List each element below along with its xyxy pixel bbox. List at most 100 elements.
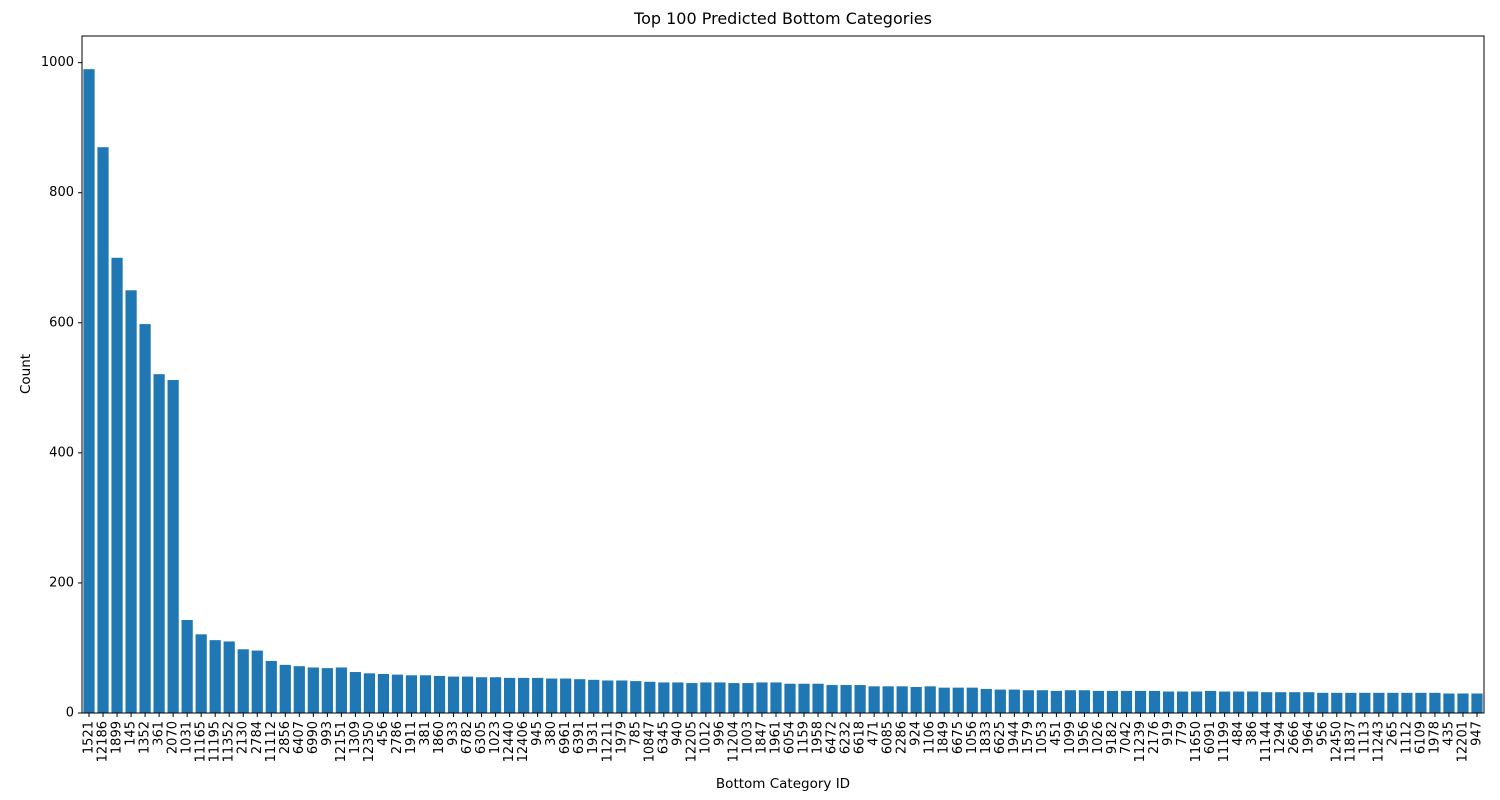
x-tick-label: 435 <box>1441 721 1456 746</box>
bar <box>1289 692 1301 713</box>
bar <box>1261 692 1273 713</box>
bar <box>798 683 810 713</box>
x-tick-label: 779 <box>1175 721 1190 746</box>
x-tick-label: 6625 <box>993 721 1008 754</box>
x-tick-label: 956 <box>1315 721 1330 746</box>
bar <box>826 685 838 713</box>
ticks-layer: 1521 12186 1899 145 1352 361 2070 1031 11165 1119… <box>41 55 1485 762</box>
x-tick-label: 1978 <box>1427 721 1442 754</box>
x-tick-label: 1579 <box>1021 721 1036 754</box>
bar <box>1064 690 1077 713</box>
x-tick-label: 6085 <box>881 721 896 754</box>
bar <box>1219 691 1231 713</box>
x-tick-label: 919 <box>1161 721 1176 746</box>
y-tick-label: 600 <box>49 315 74 330</box>
bar <box>854 685 866 713</box>
x-tick-label: 1521 <box>82 721 97 754</box>
bar <box>700 682 712 713</box>
bar <box>447 676 460 713</box>
bar <box>560 678 572 713</box>
bar <box>1205 690 1217 713</box>
x-tick-label: 1911 <box>404 721 419 754</box>
x-tick-label: 1309 <box>348 721 363 754</box>
x-tick-label: 12440 <box>502 721 517 762</box>
bar <box>1415 692 1427 713</box>
bar <box>1429 692 1441 713</box>
x-tick-label: 11144 <box>1259 721 1274 762</box>
x-tick-label: 1023 <box>488 721 503 754</box>
x-tick-label: 6961 <box>558 721 573 754</box>
x-tick-label: 456 <box>376 721 391 746</box>
bar <box>1401 692 1413 713</box>
x-tick-label: 1833 <box>979 721 994 754</box>
bar <box>139 324 151 713</box>
bar <box>1036 690 1048 713</box>
x-tick-label: 12406 <box>516 721 531 762</box>
bar <box>644 681 656 713</box>
bar <box>97 147 109 713</box>
x-tick-label: 2786 <box>390 721 405 754</box>
x-tick-label: 381 <box>418 721 433 746</box>
x-tick-label: 12151 <box>334 721 349 762</box>
x-tick-label: 1031 <box>180 721 195 754</box>
bar <box>349 672 361 713</box>
bar <box>1443 693 1455 713</box>
x-tick-label: 11352 <box>222 721 237 762</box>
x-tick-label: 6782 <box>460 721 475 754</box>
bar <box>475 677 488 713</box>
y-tick-label: 800 <box>49 185 74 200</box>
y-axis-label: Count <box>18 354 34 394</box>
bar <box>1078 690 1091 713</box>
bar <box>616 680 628 713</box>
x-tick-label: 1849 <box>937 721 952 754</box>
x-tick-label: 1113 <box>1357 721 1372 754</box>
bar <box>574 679 586 713</box>
bar <box>532 677 544 713</box>
x-tick-label: 1352 <box>138 721 153 754</box>
bar <box>1303 692 1315 713</box>
bar <box>966 687 978 713</box>
x-tick-label: 945 <box>530 721 545 746</box>
bar <box>377 673 390 713</box>
bar <box>1247 691 1259 713</box>
bar <box>1317 692 1329 713</box>
x-tick-label: 386 <box>1245 721 1260 746</box>
bar <box>1387 692 1399 713</box>
bar <box>1092 690 1105 713</box>
x-tick-label: 2130 <box>236 721 251 754</box>
bar <box>1373 692 1385 713</box>
bar <box>868 686 880 713</box>
x-tick-label: 11195 <box>208 721 223 762</box>
x-tick-label: 993 <box>320 721 335 746</box>
bar <box>83 69 95 714</box>
bar <box>1233 691 1245 713</box>
bar <box>111 257 123 713</box>
bar <box>1162 691 1175 713</box>
x-tick-label: 1944 <box>1007 721 1022 754</box>
bar <box>1120 690 1133 713</box>
bar <box>167 380 179 713</box>
x-tick-label: 2666 <box>1287 721 1302 754</box>
bar <box>321 668 333 713</box>
x-tick-label: 1961 <box>768 721 783 754</box>
bar <box>546 678 558 713</box>
x-tick-label: 1003 <box>740 721 755 754</box>
x-tick-label: 2070 <box>166 721 181 754</box>
bar <box>658 682 670 713</box>
x-tick-label: 11650 <box>1189 721 1204 762</box>
bar <box>588 679 600 713</box>
bar <box>756 682 768 713</box>
bar <box>728 683 740 713</box>
x-tick-label: 1931 <box>586 721 601 754</box>
x-tick-label: 1106 <box>923 721 938 754</box>
x-tick-label: 12450 <box>1329 721 1344 762</box>
x-tick-label: 1053 <box>1035 721 1050 754</box>
x-tick-label: 2286 <box>895 721 910 754</box>
x-tick-label: 924 <box>909 721 924 746</box>
x-tick-label: 11199 <box>1217 721 1232 762</box>
x-tick-label: 145 <box>124 721 139 746</box>
x-tick-label: 6618 <box>853 721 868 754</box>
bar <box>1275 692 1287 713</box>
